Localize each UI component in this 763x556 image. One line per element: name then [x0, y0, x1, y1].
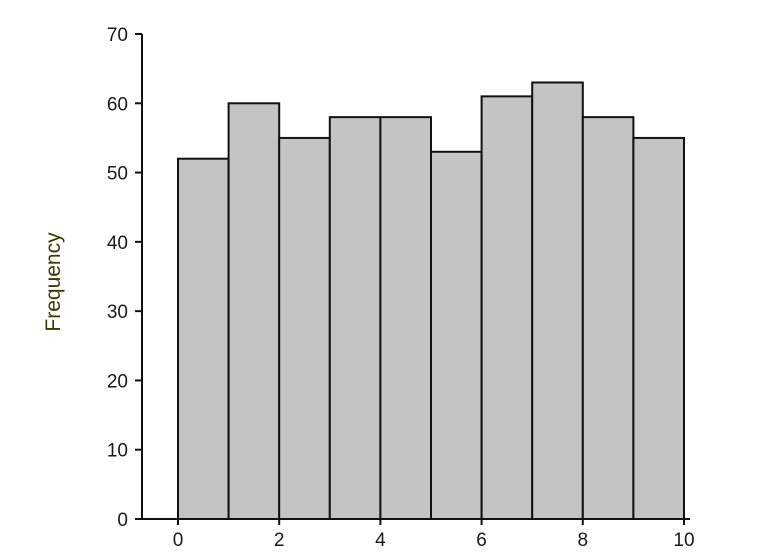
histogram-bar: [379, 116, 432, 521]
x-tick-label: 6: [476, 530, 487, 551]
x-tick-label: 8: [578, 530, 589, 551]
histogram-bar: [581, 116, 635, 521]
y-ticks-group: 0 10 20 30 40 50 60 70: [107, 25, 142, 531]
axes-group: [141, 34, 690, 520]
x-tick-label: 10: [673, 530, 694, 551]
histogram-bar: [227, 102, 281, 521]
histogram-bar: [278, 136, 331, 521]
histogram-bar: [531, 81, 584, 520]
histogram-bar: [632, 136, 686, 521]
bars-group: [177, 81, 686, 521]
x-ticks-group: 0 2 4 6 8 10: [173, 519, 695, 551]
y-axis-label: Frequency: [42, 232, 65, 332]
y-tick-label: 10: [107, 441, 128, 462]
histogram-bar: [480, 95, 534, 520]
histogram-bar: [177, 157, 230, 520]
y-tick-label: 60: [107, 94, 128, 115]
y-tick-label: 20: [107, 371, 128, 392]
y-tick-label: 50: [107, 164, 128, 185]
y-tick-label: 30: [107, 302, 128, 323]
x-tick-label: 0: [173, 530, 184, 551]
y-tick-label: 0: [117, 510, 128, 531]
histogram-bar: [328, 116, 382, 521]
x-tick-label: 2: [274, 530, 285, 551]
y-tick-label: 40: [107, 233, 128, 254]
y-tick-label: 70: [107, 25, 128, 46]
x-tick-label: 4: [375, 530, 386, 551]
histogram-bar: [430, 150, 483, 521]
